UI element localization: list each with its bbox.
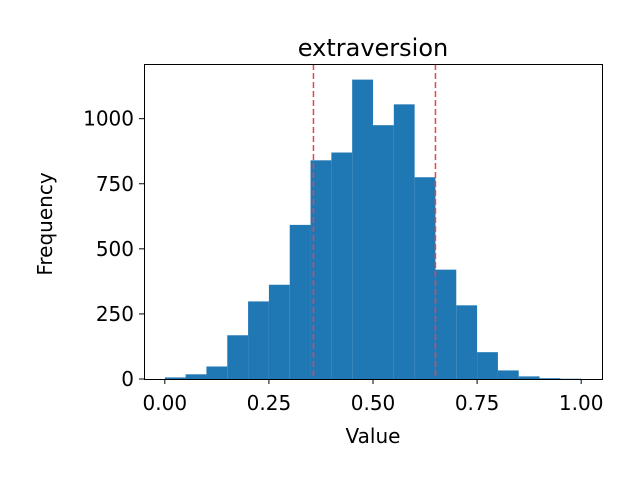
histogram-bar [352, 79, 373, 379]
histogram-bar [393, 104, 415, 379]
y-tick-label: 750 [96, 172, 134, 196]
histogram-bar [539, 378, 561, 379]
y-tick-label: 1000 [83, 107, 134, 131]
histogram-bar [185, 374, 207, 379]
histogram-bar [497, 370, 519, 379]
x-tick-label: 1.00 [559, 391, 604, 415]
histogram-bar [435, 269, 457, 379]
histogram-bar [289, 224, 311, 379]
plot-frame [144, 64, 603, 380]
y-tick-label: 0 [121, 367, 134, 391]
x-axis-ticks: 0.00 0.25 0.50 0.75 1.00 [143, 379, 604, 415]
x-axis-label: Value [346, 424, 401, 448]
bars-group [164, 79, 582, 379]
histogram-bar [268, 284, 290, 379]
histogram-bar [248, 301, 269, 379]
y-tick-label: 500 [96, 237, 134, 261]
histogram-bar [206, 366, 228, 379]
histogram-bar [164, 377, 186, 379]
histogram-bar [373, 125, 394, 379]
histogram-bar [518, 376, 540, 379]
y-tick-label: 250 [96, 302, 134, 326]
histogram-bar [477, 352, 498, 379]
y-axis-ticks: 0 250 500 750 1000 [83, 107, 144, 391]
histogram-bar [456, 305, 478, 379]
histogram-bar [414, 177, 436, 379]
x-tick-label: 0.00 [143, 391, 188, 415]
x-tick-label: 0.75 [455, 391, 500, 415]
x-tick-label: 0.50 [351, 391, 396, 415]
histogram-bar [310, 160, 332, 379]
histogram-bar [331, 152, 353, 379]
histogram-bar [227, 335, 249, 379]
reference-lines-group [312, 64, 437, 379]
chart-title: extraversion [298, 34, 448, 62]
y-axis-label: Frequency [33, 172, 57, 275]
x-tick-label: 0.25 [247, 391, 292, 415]
